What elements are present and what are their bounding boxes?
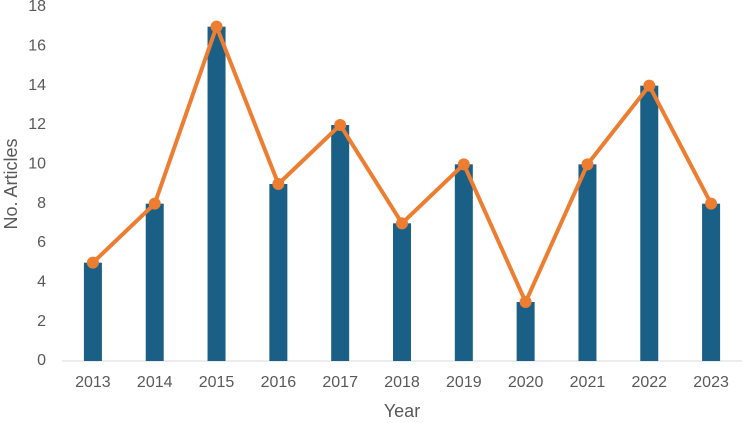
- x-tick-label: 2016: [261, 374, 297, 391]
- line-marker: [396, 217, 408, 230]
- bar: [331, 125, 350, 361]
- x-axis-title: Year: [384, 401, 420, 421]
- bar: [454, 164, 473, 361]
- x-tick-label: 2022: [631, 374, 667, 391]
- x-tick-label: 2014: [137, 374, 173, 391]
- x-tick-label: 2018: [384, 374, 420, 391]
- line-marker: [643, 79, 656, 92]
- y-axis-title: No. Articles: [1, 138, 21, 229]
- bar: [145, 203, 164, 361]
- line-marker: [334, 119, 347, 131]
- line-marker: [210, 20, 223, 33]
- y-tick-label: 14: [28, 77, 46, 94]
- x-tick-label: 2017: [322, 374, 358, 391]
- x-tick-label: 2019: [446, 374, 482, 391]
- line-marker: [519, 296, 532, 308]
- line-marker: [581, 158, 594, 171]
- x-tick-label: 2015: [199, 374, 235, 391]
- bar: [269, 184, 288, 361]
- bar: [516, 302, 535, 361]
- line-marker: [272, 178, 285, 190]
- line-marker: [705, 197, 718, 210]
- x-tick-label: 2020: [508, 374, 544, 391]
- y-tick-label: 2: [37, 313, 46, 330]
- line-marker: [148, 197, 161, 210]
- y-tick-label: 8: [37, 195, 46, 212]
- bar: [393, 223, 411, 361]
- bar: [640, 85, 659, 362]
- y-tick-label: 0: [37, 352, 46, 369]
- x-tick-label: 2023: [693, 374, 729, 391]
- bar: [207, 26, 226, 362]
- y-tick-label: 6: [37, 234, 46, 251]
- y-tick-label: 16: [28, 38, 46, 55]
- y-tick-label: 18: [28, 0, 46, 15]
- line-marker: [86, 256, 99, 269]
- y-tick-label: 12: [28, 116, 46, 133]
- x-tick-label: 2013: [75, 374, 111, 391]
- bar: [578, 164, 597, 361]
- line-marker: [457, 158, 470, 171]
- bar: [83, 262, 102, 361]
- y-tick-label: 10: [28, 156, 46, 173]
- y-tick-label: 4: [37, 274, 46, 291]
- x-tick-label: 2021: [570, 374, 606, 391]
- bar: [702, 203, 721, 361]
